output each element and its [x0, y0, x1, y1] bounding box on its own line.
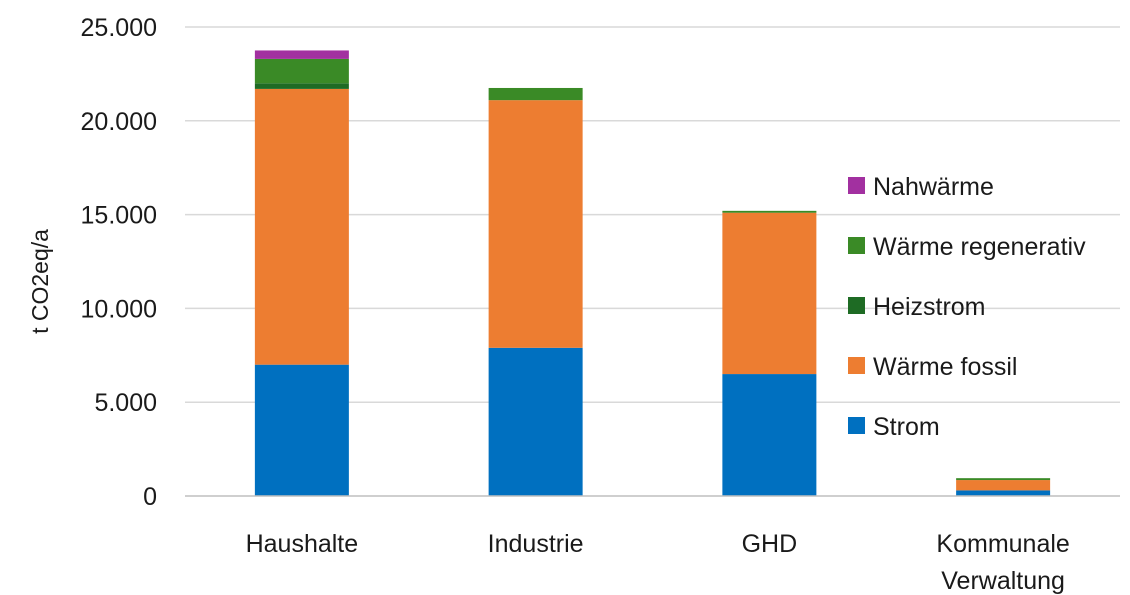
- bar-segment: [488, 87, 583, 101]
- bar-segment: [254, 83, 349, 89]
- legend-swatch: [848, 297, 865, 314]
- y-tick-label: 20.000: [81, 108, 157, 136]
- legend-label: Wärme regenerativ: [873, 233, 1086, 261]
- legend-swatch: [848, 237, 865, 254]
- x-tick-label-line: Kommunale: [936, 530, 1069, 558]
- legend-label: Strom: [873, 413, 940, 441]
- x-tick-label: Kommunale Verwaltung: [936, 530, 1069, 595]
- legend-swatch: [848, 417, 865, 434]
- x-axis-ticks: Haushalte Industrie GHD Kommunale Verwaltung: [246, 530, 1070, 595]
- y-tick-label: 0: [143, 483, 157, 511]
- legend-swatch: [848, 177, 865, 194]
- legend-label: Nahwärme: [873, 173, 994, 201]
- bar-segment: [722, 210, 817, 213]
- x-tick-label-line: Haushalte: [246, 530, 359, 558]
- x-tick-label: Haushalte: [246, 530, 359, 558]
- bar-segment: [254, 364, 349, 496]
- bar-segment: [488, 347, 583, 496]
- bars: [254, 50, 1051, 496]
- x-tick-label: Industrie: [488, 530, 584, 558]
- y-tick-label: 5.000: [94, 389, 157, 417]
- bar-segment: [254, 88, 349, 365]
- legend-label: Heizstrom: [873, 293, 986, 321]
- legend-swatch: [848, 357, 865, 374]
- x-tick-label: GHD: [742, 530, 798, 558]
- bar-segment: [956, 480, 1051, 491]
- bar-segment: [722, 212, 817, 375]
- bar-segment: [254, 58, 349, 84]
- y-tick-label: 15.000: [81, 202, 157, 230]
- bar-segment: [956, 478, 1051, 481]
- bar-segment: [254, 50, 349, 59]
- bar-segment: [488, 100, 583, 348]
- y-axis-ticks: 0 5.000 10.000 15.000 20.000 25.000: [81, 14, 157, 511]
- bar-segment: [956, 490, 1051, 496]
- y-tick-label: 10.000: [81, 295, 157, 323]
- bar-segment: [722, 374, 817, 496]
- legend-label: Wärme fossil: [873, 353, 1017, 381]
- x-tick-label-line: Verwaltung: [941, 567, 1065, 595]
- x-tick-label-line: Industrie: [488, 530, 584, 558]
- y-tick-label: 25.000: [81, 14, 157, 42]
- y-axis-title: t CO2eq/a: [27, 229, 53, 334]
- x-tick-label-line: GHD: [742, 530, 798, 558]
- legend: Nahwärme Wärme regenerativ Heizstrom Wärme …: [848, 173, 1086, 441]
